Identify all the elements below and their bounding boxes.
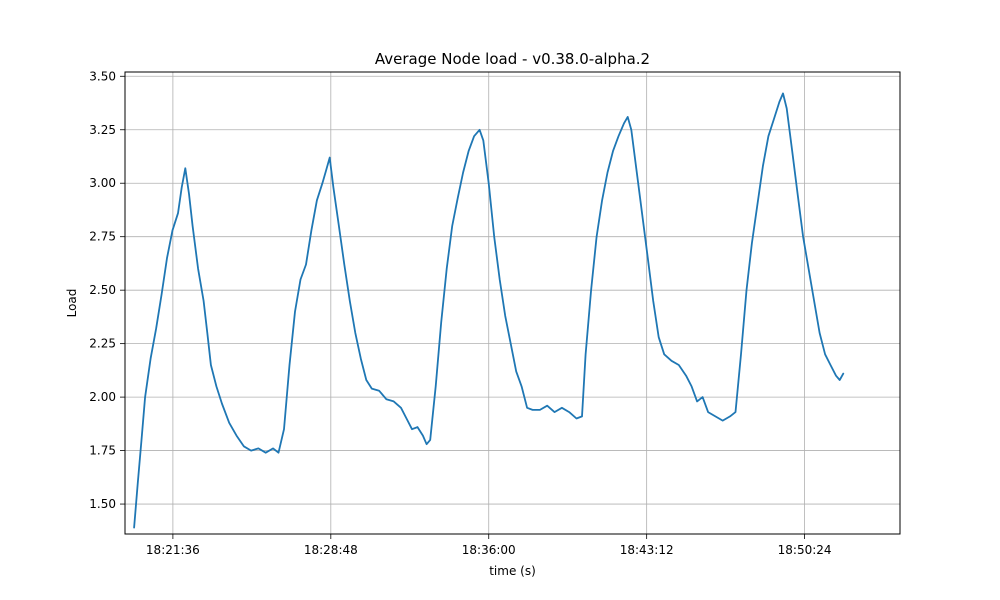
y-tick-label: 3.25 — [89, 123, 116, 137]
y-tick-label: 2.00 — [89, 390, 116, 404]
x-tick-label: 18:21:36 — [146, 543, 200, 557]
y-tick-label: 3.00 — [89, 176, 116, 190]
y-tick-label: 2.25 — [89, 337, 116, 351]
series-layer — [133, 92, 845, 529]
chart-title: Average Node load - v0.38.0-alpha.2 — [375, 50, 650, 68]
x-tick-label: 18:36:00 — [462, 543, 516, 557]
axis-ticks: 18:21:36 18:28:48 18:36:00 18:43:12 18:50:24… — [89, 69, 831, 557]
series-line — [133, 92, 845, 529]
y-tick-label: 2.50 — [89, 283, 116, 297]
x-tick-label: 18:43:12 — [620, 543, 674, 557]
y-tick-label: 1.75 — [89, 444, 116, 458]
x-tick-label: 18:28:48 — [304, 543, 358, 557]
x-tick-label: 18:50:24 — [778, 543, 832, 557]
y-tick-label: 3.50 — [89, 69, 116, 83]
y-axis-label: Load — [65, 289, 79, 318]
x-axis-label: time (s) — [489, 564, 536, 578]
plot-frame — [124, 71, 901, 535]
y-tick-label: 1.50 — [89, 497, 116, 511]
y-tick-label: 2.75 — [89, 230, 116, 244]
